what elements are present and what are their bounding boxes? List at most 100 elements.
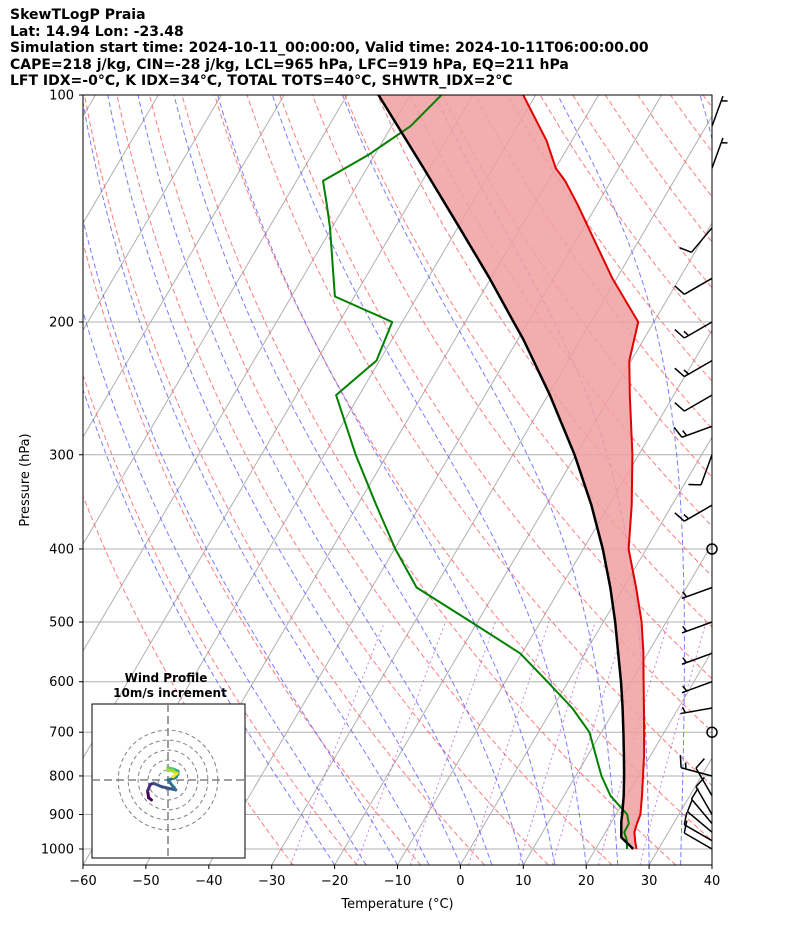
isotherm-line xyxy=(585,650,712,865)
moist-adiabat-line xyxy=(173,95,524,865)
y-tick-label: 100 xyxy=(49,89,74,104)
dry-adiabat-line xyxy=(279,95,712,733)
hodograph-trace-segment xyxy=(159,785,178,792)
isotherm-line xyxy=(271,115,712,865)
dry-adiabat-line xyxy=(83,373,358,865)
wind-barb xyxy=(681,652,713,665)
isotherm-line xyxy=(711,864,712,865)
x-tick-label: 40 xyxy=(704,874,721,889)
wind-barb xyxy=(681,680,713,694)
wind-barb xyxy=(683,812,713,842)
wind-barb xyxy=(674,277,713,295)
y-tick-label: 600 xyxy=(49,675,74,690)
y-tick-label: 200 xyxy=(49,315,74,330)
dry-adiabat-line xyxy=(246,95,712,787)
chart-header: SkewTLogP Praia Lat: 14.94 Lon: -23.48 S… xyxy=(10,7,649,90)
dry-adiabat-line xyxy=(736,95,794,865)
hodograph-ring xyxy=(137,749,199,811)
y-tick-label: 500 xyxy=(49,616,74,631)
x-tick-label: 20 xyxy=(578,874,595,889)
x-tick-label: −30 xyxy=(258,874,285,889)
hodograph-trace-segment xyxy=(171,771,179,779)
dry-adiabat-line xyxy=(149,95,613,865)
wind-barb xyxy=(690,787,713,824)
isotherm-line xyxy=(83,95,96,118)
isotherm-line xyxy=(775,95,794,865)
y-tick-label: 700 xyxy=(49,726,74,741)
wind-barb xyxy=(674,321,713,339)
y-tick-label: 400 xyxy=(49,542,74,557)
wind-barb xyxy=(674,394,713,412)
mixing-ratio-line xyxy=(468,621,550,865)
mixing-ratio-line xyxy=(355,621,446,865)
moist-adiabat-line xyxy=(83,388,336,865)
x-tick-label: 30 xyxy=(641,874,658,889)
mixing-ratio-line xyxy=(639,621,707,865)
isotherm-line xyxy=(648,757,712,865)
y-tick-label: 800 xyxy=(49,769,74,784)
moist-adiabat-line xyxy=(83,309,367,865)
moist-adiabat-line xyxy=(557,95,685,865)
wind-barb xyxy=(686,799,713,833)
hodograph-trace-segment xyxy=(166,778,178,792)
wind-barb xyxy=(706,726,718,738)
cape-cin-shading xyxy=(378,95,645,849)
hodograph-subtitle: 10m/s increment xyxy=(113,686,227,700)
x-axis-label: Temperature (°C) xyxy=(340,897,453,912)
moist-adiabat-line xyxy=(744,95,794,865)
moist-adiabat-line xyxy=(83,99,430,865)
x-tick-label: −50 xyxy=(132,874,159,889)
mixing-ratio-line xyxy=(597,621,669,865)
x-tick-label: −20 xyxy=(321,874,348,889)
mixing-ratio-line xyxy=(409,621,496,865)
y-tick-label: 300 xyxy=(49,448,74,463)
x-tick-label: 0 xyxy=(456,874,464,889)
x-tick-label: −60 xyxy=(69,874,96,889)
moist-adiabat-line xyxy=(137,95,493,865)
y-tick-label: 900 xyxy=(49,808,74,823)
parcel-params-line: CAPE=218 j/kg, CIN=-28 j/kg, LCL=965 hPa… xyxy=(10,56,569,73)
profile-lines xyxy=(322,95,646,850)
wind-barb xyxy=(688,454,713,486)
cin-area xyxy=(378,95,645,849)
wind-barbs xyxy=(673,95,728,850)
moist-adiabat-line xyxy=(107,95,461,865)
isotherm-line xyxy=(522,543,712,865)
isotherm-line xyxy=(83,95,222,332)
moist-adiabat-line xyxy=(217,95,556,865)
moist-adiabat-line xyxy=(699,95,712,865)
wind-barb xyxy=(711,95,728,127)
isotherm-line xyxy=(83,95,474,760)
indices-line: LFT IDX=-0°C, K IDX=34°C, TOTAL TOTS=40°… xyxy=(10,73,513,89)
wind-barb xyxy=(674,359,713,378)
wind-barb xyxy=(674,504,713,522)
hodograph-title: Wind Profile xyxy=(125,671,208,685)
hodograph-plot xyxy=(92,704,245,858)
mixing-ratio-line xyxy=(551,621,627,865)
dry-adiabat-line xyxy=(637,95,712,198)
hodograph-ring xyxy=(147,759,189,801)
dry-adiabat-line xyxy=(669,95,712,153)
isotherm-line xyxy=(83,95,348,546)
x-tick-label: −10 xyxy=(384,874,411,889)
dry-adiabat-line xyxy=(83,95,485,865)
temperature-profile-line xyxy=(522,95,646,850)
isotherm-line xyxy=(83,95,285,439)
location-line: Lat: 14.94 Lon: -23.48 xyxy=(10,23,184,40)
isotherm-line xyxy=(83,95,411,653)
wind-barb xyxy=(673,425,713,438)
parcel-profile-line xyxy=(377,95,635,850)
y-axis-label: Pressure (hPa) xyxy=(18,433,33,526)
wind-barb xyxy=(680,706,713,715)
mixing-ratio-line xyxy=(518,621,596,865)
wind-barb xyxy=(706,543,718,555)
wind-barb xyxy=(681,586,713,600)
wind-barb xyxy=(679,227,713,254)
dry-adiabat-line xyxy=(83,494,294,865)
moist-adiabat-line xyxy=(83,217,398,865)
dry-adiabat-line xyxy=(116,95,549,865)
x-tick-label: 10 xyxy=(515,874,532,889)
wind-barb xyxy=(711,137,728,169)
